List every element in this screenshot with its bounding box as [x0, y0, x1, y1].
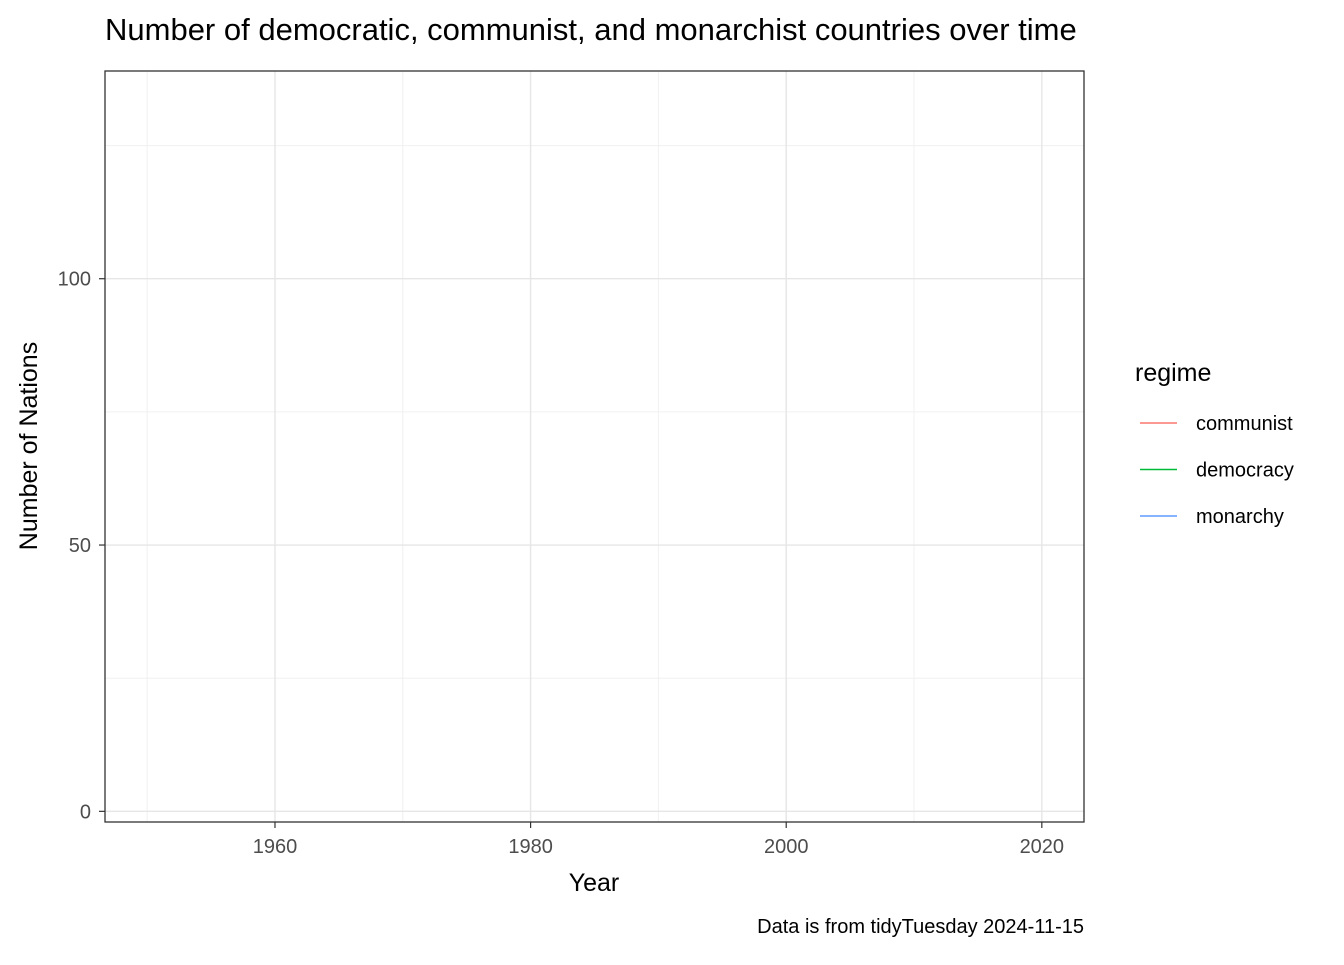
- x-tick-label: 1980: [508, 836, 553, 858]
- y-tick-label: 50: [69, 535, 91, 557]
- y-tick-label: 100: [58, 269, 91, 291]
- legend-entries: communist democracy monarchy: [1140, 413, 1294, 528]
- y-tick-label: 0: [80, 801, 91, 823]
- plot-panel-border: [104, 70, 1085, 823]
- x-axis-title: Year: [569, 869, 620, 897]
- legend-label-democracy: democracy: [1196, 460, 1294, 482]
- x-axis: 1960 1980 2000 2020: [253, 822, 1064, 858]
- x-tick-label: 2000: [764, 836, 809, 858]
- chart-title: Number of democratic, communist, and mon…: [105, 12, 1077, 47]
- x-tick-label: 2020: [1020, 836, 1065, 858]
- legend-label-communist: communist: [1196, 413, 1293, 435]
- y-axis: 0 50 100: [58, 269, 105, 823]
- legend: regime communist democracy monarchy: [1135, 359, 1294, 528]
- grid-lines: [105, 71, 1084, 822]
- legend-label-monarchy: monarchy: [1196, 506, 1284, 528]
- x-tick-label: 1960: [253, 836, 298, 858]
- y-axis-title: Number of Nations: [15, 342, 43, 550]
- legend-title: regime: [1135, 359, 1211, 387]
- chart-caption: Data is from tidyTuesday 2024-11-15: [757, 916, 1084, 938]
